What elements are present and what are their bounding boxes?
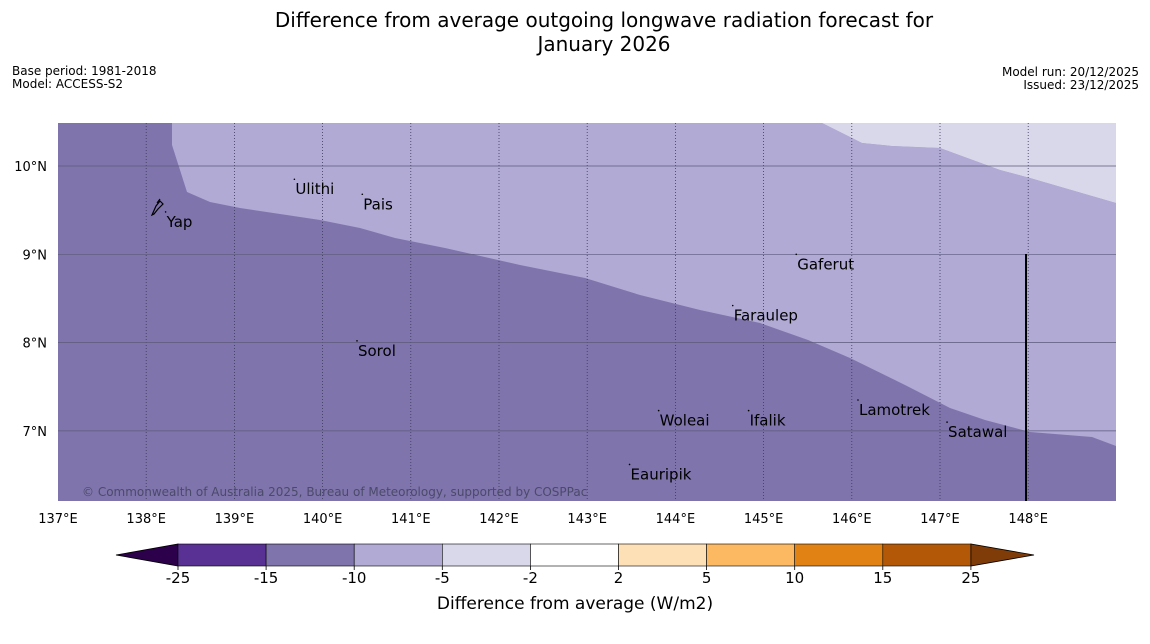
place-dot <box>857 399 859 401</box>
colorbar-swatch <box>618 543 707 567</box>
colorbar-swatch <box>353 543 443 567</box>
place-labels: Ulithi Pais Yap Gaferut Faraulep Sorol Lamotre… <box>164 178 1007 483</box>
place-dot <box>356 340 358 342</box>
colorbar: -25 -15 -10 -5 -2 2 5 10 15 25 <box>115 543 1035 587</box>
lon-tick-label: 148°E <box>1008 512 1048 527</box>
colorbar-label: Difference from average (W/m2) <box>436 594 714 614</box>
colorbar-swatch <box>882 543 972 567</box>
lat-tick-label: 7°N <box>23 425 48 440</box>
place-dot <box>795 253 798 256</box>
copyright-notice: © Commonwealth of Australia 2025, Bureau… <box>82 485 587 499</box>
lon-tick-label: 138°E <box>126 512 166 527</box>
issued-date: Issued: 23/12/2025 <box>1023 78 1139 92</box>
place-label: Gaferut <box>797 255 854 273</box>
place-label: Sorol <box>358 342 396 360</box>
chart-title: Difference from average outgoing longwav… <box>0 8 1150 56</box>
lat-tick-label: 9°N <box>23 248 48 263</box>
lon-tick-label: 144°E <box>656 512 696 527</box>
title-line-2: January 2026 <box>537 32 671 56</box>
colorbar-swatch <box>794 543 884 567</box>
lon-tick-label: 143°E <box>567 512 607 527</box>
place-dot <box>946 421 948 423</box>
place-dot <box>628 463 631 466</box>
yap-island-outline <box>150 198 164 217</box>
colorbar-tick-label: -5 <box>435 569 450 587</box>
place-label: Pais <box>363 195 393 213</box>
title-line-1: Difference from average outgoing longwav… <box>274 8 934 32</box>
graticule <box>58 123 1116 501</box>
colorbar-tick-label: 2 <box>614 569 624 587</box>
place-dot <box>657 409 660 412</box>
place-dot <box>747 409 750 412</box>
colorbar-tick-label: -25 <box>166 569 191 587</box>
place-dot <box>293 178 296 181</box>
colorbar-swatch <box>530 543 619 567</box>
lon-tick-label: 140°E <box>303 512 343 527</box>
place-label: Ifalik <box>750 412 786 430</box>
place-label: Eauripik <box>631 465 692 483</box>
lon-tick-label: 141°E <box>391 512 431 527</box>
place-label: Yap <box>166 213 193 231</box>
place-label: Lamotrek <box>859 401 930 419</box>
lon-tick-label: 139°E <box>215 512 255 527</box>
model-name: Model: ACCESS-S2 <box>12 77 124 91</box>
colorbar-tick-label: -10 <box>342 569 367 587</box>
colorbar-extend-low <box>115 543 179 567</box>
anomaly-zone-mid <box>172 123 1116 446</box>
place-dot <box>731 304 734 307</box>
colorbar-swatch <box>706 543 795 567</box>
lon-tick-label: 137°E <box>38 512 78 527</box>
colorbar-tick-label: -2 <box>523 569 538 587</box>
lon-tick-label: 146°E <box>832 512 872 527</box>
place-label: Ulithi <box>295 180 334 198</box>
place-dot <box>164 211 167 213</box>
base-period: Base period: 1981-2018 <box>12 64 157 78</box>
lon-tick-label: 145°E <box>744 512 784 527</box>
colorbar-swatch <box>265 543 355 567</box>
lat-tick-label: 10°N <box>14 160 47 175</box>
colorbar-extend-high <box>970 543 1035 567</box>
place-dot <box>361 193 364 196</box>
colorbar-tick-label: 10 <box>785 569 804 587</box>
meta-right: Model run: 20/12/2025 Issued: 23/12/2025 <box>1002 66 1139 92</box>
model-run: Model run: 20/12/2025 <box>1001 65 1139 79</box>
lon-tick-label: 142°E <box>479 512 519 527</box>
place-label: Satawal <box>948 423 1007 441</box>
map-plot-area: Ulithi Pais Yap Gaferut Faraulep Sorol Lamotre… <box>58 123 1116 501</box>
colorbar-swatch <box>441 543 531 567</box>
lat-tick-label: 8°N <box>23 337 48 352</box>
lon-tick-label: 147°E <box>920 512 960 527</box>
colorbar-tick-label: 25 <box>961 569 980 587</box>
place-label: Faraulep <box>734 307 798 325</box>
meta-left: Base period: 1981-2018 Model: ACCESS-S2 <box>12 65 157 91</box>
colorbar-tick-label: -15 <box>254 569 279 587</box>
place-label: Woleai <box>660 412 710 430</box>
colorbar-tick-label: 5 <box>702 569 712 587</box>
colorbar-swatch <box>177 543 267 567</box>
colorbar-tick-label: 15 <box>873 569 892 587</box>
anomaly-zone-light <box>822 123 1116 203</box>
axis-labels: 137°E 138°E 139°E 140°E 141°E 142°E 143°E 144°E… <box>14 160 1048 527</box>
